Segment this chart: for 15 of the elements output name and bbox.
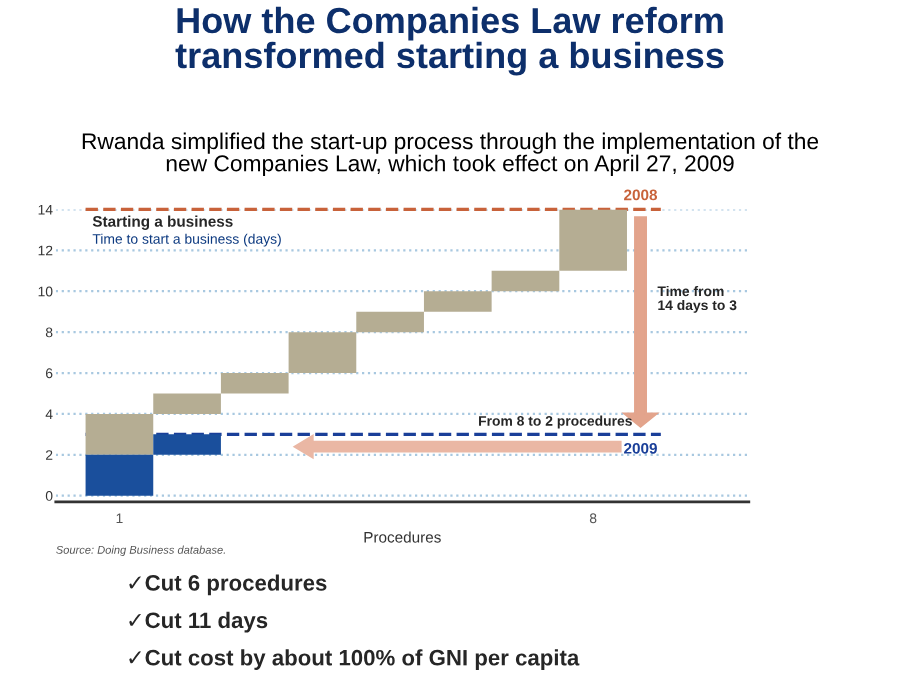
bar [85, 454, 154, 496]
bar [85, 413, 154, 455]
text: ✓Cut 11 days [129, 611, 268, 633]
text: ✓Cut 6 procedures [129, 574, 327, 596]
chart-title: How the Companies Law reform transformed starting a business [175, 6, 724, 76]
bar [491, 270, 560, 292]
chart-subtitle: Rwanda simplified the start-up process through the implementation of the new Companies Law, which took effect on April 27, 2009 [82, 132, 819, 176]
bar [288, 332, 357, 374]
bar [153, 393, 221, 414]
text: ✓Cut cost by about 100% of GNI per capita [129, 649, 580, 670]
bar [153, 434, 221, 455]
bar [559, 209, 627, 271]
bar [423, 291, 492, 312]
bar [220, 373, 289, 394]
bar [356, 311, 424, 333]
